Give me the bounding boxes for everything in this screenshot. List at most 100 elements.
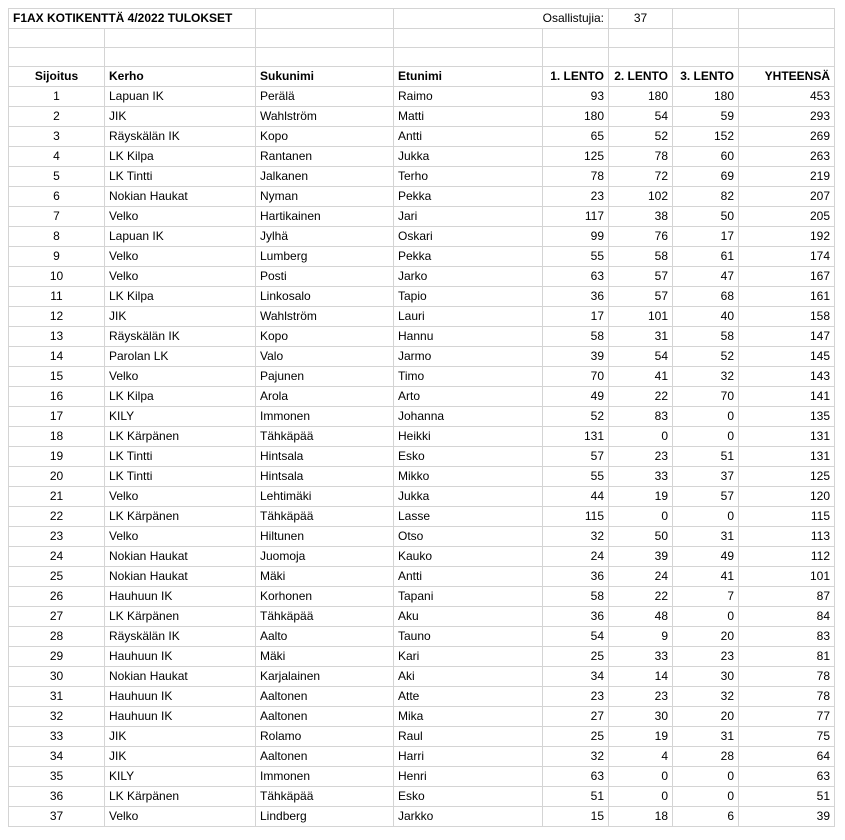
- empty-cell[interactable]: [542, 28, 609, 48]
- surname-cell[interactable]: Hartikainen: [255, 206, 394, 227]
- firstname-cell[interactable]: Tapani: [393, 586, 543, 607]
- flight-3-cell[interactable]: 47: [672, 266, 739, 287]
- surname-cell[interactable]: Linkosalo: [255, 286, 394, 307]
- flight-1-cell[interactable]: 125: [542, 146, 609, 167]
- empty-cell[interactable]: [608, 28, 673, 48]
- flight-3-cell[interactable]: 31: [672, 726, 739, 747]
- empty-cell[interactable]: [738, 28, 835, 48]
- surname-cell[interactable]: Hintsala: [255, 466, 394, 487]
- flight-1-cell[interactable]: 49: [542, 386, 609, 407]
- flight-1-cell[interactable]: 27: [542, 706, 609, 727]
- flight-3-cell[interactable]: 69: [672, 166, 739, 187]
- firstname-cell[interactable]: Heikki: [393, 426, 543, 447]
- club-cell[interactable]: LK Kärpänen: [104, 786, 256, 807]
- empty-cell[interactable]: [738, 47, 835, 67]
- club-cell[interactable]: LK Tintti: [104, 166, 256, 187]
- flight-3-cell[interactable]: 6: [672, 806, 739, 827]
- flight-2-cell[interactable]: 76: [608, 226, 673, 247]
- flight-2-cell[interactable]: 0: [608, 766, 673, 787]
- header-surname[interactable]: Sukunimi: [255, 66, 394, 87]
- total-cell[interactable]: 77: [738, 706, 835, 727]
- header-flight-1[interactable]: 1. LENTO: [542, 66, 609, 87]
- surname-cell[interactable]: Posti: [255, 266, 394, 287]
- header-rank[interactable]: Sijoitus: [8, 66, 105, 87]
- surname-cell[interactable]: Karjalainen: [255, 666, 394, 687]
- total-cell[interactable]: 113: [738, 526, 835, 547]
- surname-cell[interactable]: Kopo: [255, 326, 394, 347]
- firstname-cell[interactable]: Raul: [393, 726, 543, 747]
- flight-3-cell[interactable]: 0: [672, 766, 739, 787]
- total-cell[interactable]: 120: [738, 486, 835, 507]
- rank-cell[interactable]: 20: [8, 466, 105, 487]
- flight-2-cell[interactable]: 0: [608, 786, 673, 807]
- total-cell[interactable]: 112: [738, 546, 835, 567]
- flight-3-cell[interactable]: 23: [672, 646, 739, 667]
- rank-cell[interactable]: 33: [8, 726, 105, 747]
- flight-1-cell[interactable]: 23: [542, 686, 609, 707]
- empty-cell[interactable]: [104, 47, 256, 67]
- rank-cell[interactable]: 14: [8, 346, 105, 367]
- firstname-cell[interactable]: Jarmo: [393, 346, 543, 367]
- surname-cell[interactable]: Kopo: [255, 126, 394, 147]
- total-cell[interactable]: 115: [738, 506, 835, 527]
- flight-2-cell[interactable]: 41: [608, 366, 673, 387]
- empty-cell[interactable]: [255, 8, 394, 29]
- rank-cell[interactable]: 36: [8, 786, 105, 807]
- flight-2-cell[interactable]: 24: [608, 566, 673, 587]
- flight-2-cell[interactable]: 33: [608, 466, 673, 487]
- empty-cell[interactable]: [393, 47, 543, 67]
- total-cell[interactable]: 131: [738, 446, 835, 467]
- flight-2-cell[interactable]: 22: [608, 386, 673, 407]
- empty-cell[interactable]: [8, 47, 105, 67]
- total-cell[interactable]: 167: [738, 266, 835, 287]
- flight-1-cell[interactable]: 17: [542, 306, 609, 327]
- firstname-cell[interactable]: Esko: [393, 786, 543, 807]
- total-cell[interactable]: 84: [738, 606, 835, 627]
- rank-cell[interactable]: 37: [8, 806, 105, 827]
- surname-cell[interactable]: Perälä: [255, 86, 394, 107]
- surname-cell[interactable]: Tähkäpää: [255, 606, 394, 627]
- firstname-cell[interactable]: Antti: [393, 126, 543, 147]
- flight-2-cell[interactable]: 72: [608, 166, 673, 187]
- flight-2-cell[interactable]: 102: [608, 186, 673, 207]
- total-cell[interactable]: 161: [738, 286, 835, 307]
- empty-cell[interactable]: [393, 28, 543, 48]
- flight-1-cell[interactable]: 32: [542, 746, 609, 767]
- empty-cell[interactable]: [542, 47, 609, 67]
- club-cell[interactable]: Nokian Haukat: [104, 666, 256, 687]
- rank-cell[interactable]: 32: [8, 706, 105, 727]
- flight-1-cell[interactable]: 23: [542, 186, 609, 207]
- club-cell[interactable]: LK Tintti: [104, 446, 256, 467]
- club-cell[interactable]: Velko: [104, 526, 256, 547]
- firstname-cell[interactable]: Mikko: [393, 466, 543, 487]
- firstname-cell[interactable]: Oskari: [393, 226, 543, 247]
- firstname-cell[interactable]: Atte: [393, 686, 543, 707]
- firstname-cell[interactable]: Jukka: [393, 486, 543, 507]
- total-cell[interactable]: 63: [738, 766, 835, 787]
- flight-2-cell[interactable]: 57: [608, 266, 673, 287]
- rank-cell[interactable]: 10: [8, 266, 105, 287]
- flight-3-cell[interactable]: 0: [672, 426, 739, 447]
- rank-cell[interactable]: 35: [8, 766, 105, 787]
- rank-cell[interactable]: 8: [8, 226, 105, 247]
- flight-2-cell[interactable]: 33: [608, 646, 673, 667]
- flight-1-cell[interactable]: 15: [542, 806, 609, 827]
- flight-3-cell[interactable]: 30: [672, 666, 739, 687]
- rank-cell[interactable]: 16: [8, 386, 105, 407]
- flight-3-cell[interactable]: 0: [672, 606, 739, 627]
- flight-1-cell[interactable]: 58: [542, 326, 609, 347]
- firstname-cell[interactable]: Johanna: [393, 406, 543, 427]
- rank-cell[interactable]: 31: [8, 686, 105, 707]
- total-cell[interactable]: 207: [738, 186, 835, 207]
- club-cell[interactable]: KILY: [104, 406, 256, 427]
- total-cell[interactable]: 141: [738, 386, 835, 407]
- flight-3-cell[interactable]: 41: [672, 566, 739, 587]
- flight-2-cell[interactable]: 0: [608, 426, 673, 447]
- empty-cell[interactable]: [255, 47, 394, 67]
- firstname-cell[interactable]: Kauko: [393, 546, 543, 567]
- club-cell[interactable]: Velko: [104, 206, 256, 227]
- flight-2-cell[interactable]: 180: [608, 86, 673, 107]
- flight-2-cell[interactable]: 18: [608, 806, 673, 827]
- surname-cell[interactable]: Pajunen: [255, 366, 394, 387]
- header-total[interactable]: YHTEENSÄ: [738, 66, 835, 87]
